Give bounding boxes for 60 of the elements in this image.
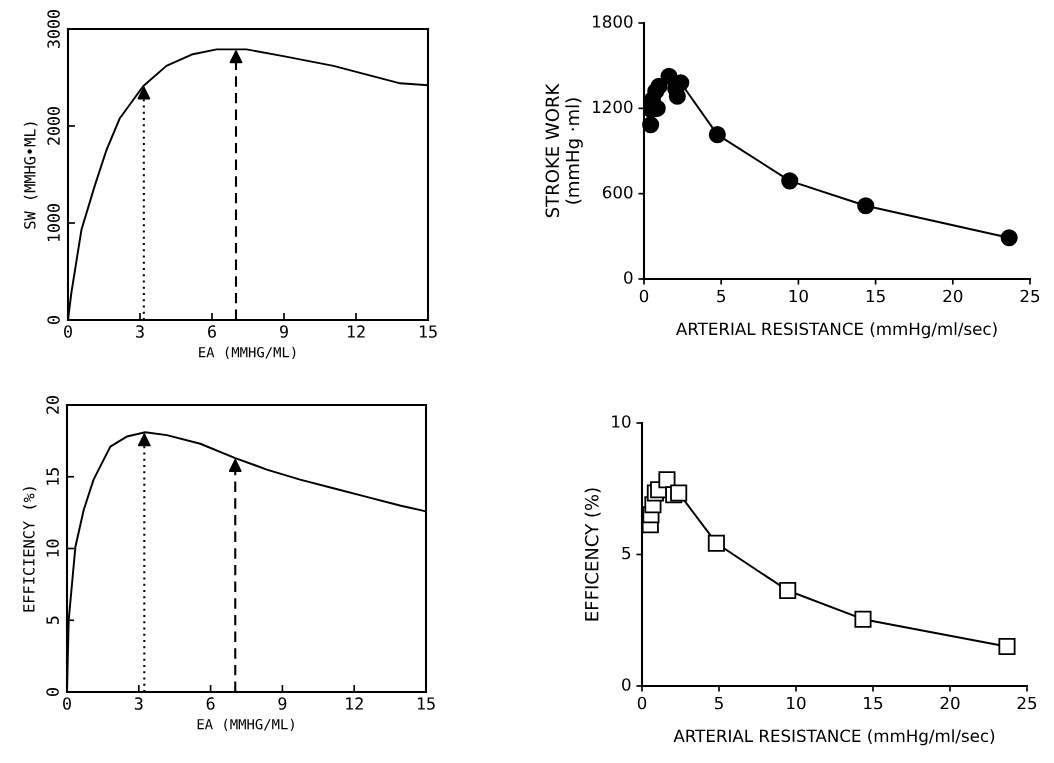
x-tick-label: 15 — [866, 289, 885, 303]
point — [781, 172, 799, 190]
x-axis-title: EA (MMHG/ML) — [199, 346, 296, 360]
x-tick-label: 5 — [717, 289, 726, 303]
y-tick-label: 600 — [602, 185, 633, 199]
y-axis-title: SW (MMHG•ML) — [23, 122, 38, 229]
point — [1000, 229, 1018, 247]
y-tick-label: 0 — [622, 678, 631, 691]
x-tick-label: 15 — [417, 697, 435, 710]
x-tick-label: 6 — [208, 325, 216, 338]
y-tick-label: 0 — [46, 688, 59, 696]
point — [854, 610, 872, 628]
point — [707, 534, 725, 552]
y-tick-label: 0 — [624, 271, 633, 284]
x-tick-label: 9 — [278, 697, 287, 710]
y-tick-label: 3000 — [47, 10, 60, 48]
y-tick-label: 1000 — [47, 204, 60, 242]
x-tick-label: 12 — [346, 697, 363, 710]
y-tick-label: 15 — [46, 468, 59, 485]
point — [670, 484, 688, 502]
x-tick-label: 10 — [789, 289, 808, 303]
x-tick-label: 5 — [714, 696, 723, 710]
x-axis-title: ARTERIAL RESISTANCE (mmHg/ml/sec) — [676, 322, 997, 339]
x-axis-title: EA (MMHG/ML) — [197, 718, 294, 732]
point — [779, 581, 797, 600]
x-tick-label: 0 — [639, 289, 649, 303]
y-tick-label: 10 — [612, 415, 631, 428]
x-tick-label: 0 — [64, 325, 72, 338]
x-tick-label: 20 — [940, 696, 960, 710]
x-tick-label: 9 — [280, 325, 288, 338]
x-tick-label: 15 — [419, 325, 437, 338]
y-tick-label: 10 — [46, 539, 59, 557]
x-tick-label: 15 — [864, 696, 883, 710]
point — [642, 116, 660, 134]
y-axis-title: STROKE WORK (mmHg ·ml) — [545, 83, 583, 218]
point — [650, 77, 668, 95]
x-tick-label: 25 — [1020, 289, 1040, 303]
x-tick-label: 6 — [206, 697, 215, 710]
x-tick-label: 20 — [943, 289, 963, 303]
y-axis-title: EFFICIENCY (%) — [22, 487, 37, 612]
y-tick-label: 5 — [46, 616, 59, 625]
x-axis-title: ARTERIAL RESISTANCE (mmHg/ml/sec) — [673, 729, 995, 746]
point — [857, 197, 875, 215]
y-axis-title: EFFICENCY (%) — [584, 488, 601, 621]
y-tick-label: 2000 — [47, 107, 60, 145]
y-tick-label: 1800 — [593, 15, 633, 28]
x-tick-label: 25 — [1017, 696, 1037, 710]
x-tick-label: 12 — [347, 325, 365, 338]
y-tick-label: 0 — [47, 316, 60, 324]
x-tick-label: 0 — [637, 696, 647, 710]
point — [998, 638, 1016, 656]
point — [708, 126, 726, 144]
point — [658, 471, 676, 489]
x-tick-label: 0 — [63, 697, 71, 710]
y-tick-label: 5 — [622, 546, 631, 560]
y-tick-label: 20 — [46, 396, 59, 414]
x-tick-label: 3 — [134, 697, 143, 710]
y-tick-label: 1200 — [593, 100, 633, 114]
x-tick-label: 3 — [136, 325, 144, 338]
x-tick-label: 10 — [787, 696, 806, 710]
